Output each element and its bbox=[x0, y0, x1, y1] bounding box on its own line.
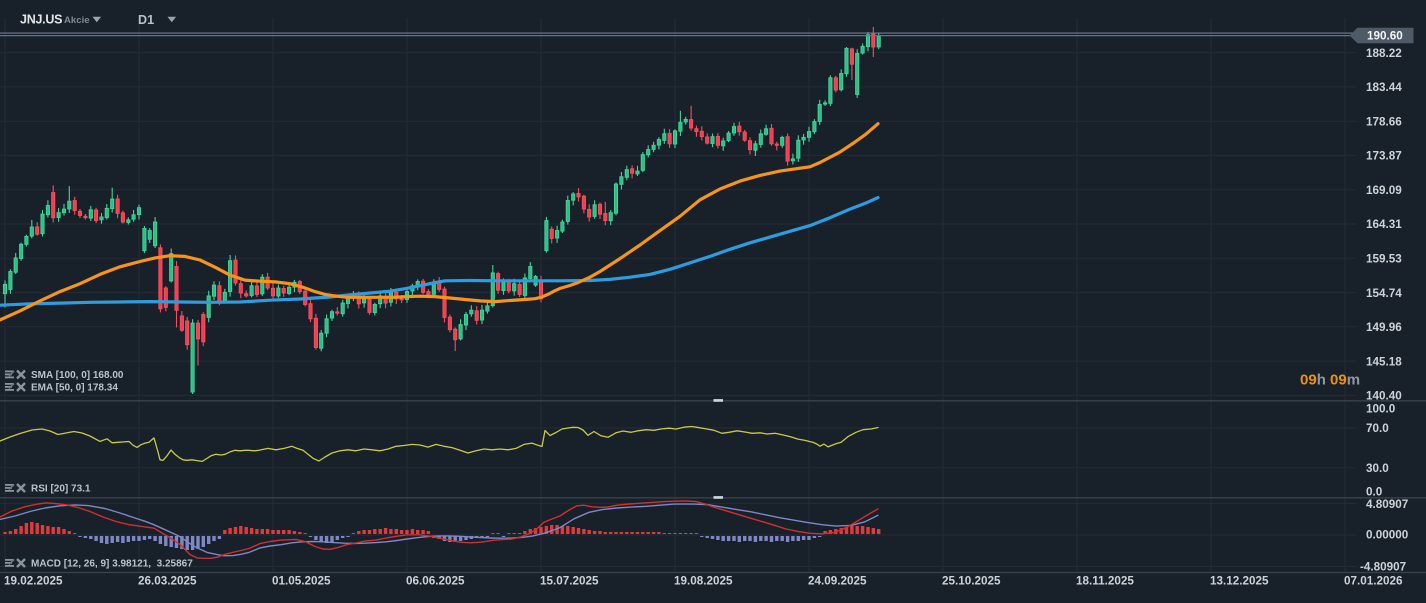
svg-text:18.11.2025: 18.11.2025 bbox=[1076, 575, 1134, 588]
svg-text:169.09: 169.09 bbox=[1366, 184, 1402, 197]
svg-text:140.40: 140.40 bbox=[1366, 390, 1402, 403]
svg-text:-4.80907: -4.80907 bbox=[1360, 561, 1406, 574]
svg-text:24.09.2025: 24.09.2025 bbox=[808, 575, 867, 588]
svg-text:19.02.2025: 19.02.2025 bbox=[4, 575, 63, 588]
svg-text:154.74: 154.74 bbox=[1366, 287, 1402, 300]
svg-text:159.53: 159.53 bbox=[1366, 253, 1402, 266]
svg-text:15.07.2025: 15.07.2025 bbox=[540, 575, 599, 588]
svg-text:145.18: 145.18 bbox=[1366, 355, 1402, 368]
svg-text:SMA [100, 0] 168.00: SMA [100, 0] 168.00 bbox=[31, 370, 124, 381]
svg-text:100.0: 100.0 bbox=[1366, 402, 1396, 415]
svg-text:0.00000: 0.00000 bbox=[1366, 529, 1409, 542]
svg-text:09h 09m: 09h 09m bbox=[1300, 372, 1360, 389]
svg-text:26.03.2025: 26.03.2025 bbox=[138, 575, 197, 588]
svg-text:25.10.2025: 25.10.2025 bbox=[942, 575, 1001, 588]
svg-text:07.01.2026: 07.01.2026 bbox=[1344, 575, 1403, 588]
svg-text:173.87: 173.87 bbox=[1366, 150, 1402, 163]
svg-text:EMA [50, 0] 178.34: EMA [50, 0] 178.34 bbox=[31, 383, 118, 394]
svg-text:183.44: 183.44 bbox=[1366, 81, 1402, 94]
svg-text:Akcie: Akcie bbox=[64, 15, 90, 26]
svg-text:70.0: 70.0 bbox=[1366, 422, 1389, 435]
svg-text:178.66: 178.66 bbox=[1366, 115, 1402, 128]
svg-text:RSI [20] 73.1: RSI [20] 73.1 bbox=[31, 484, 91, 495]
svg-text:MACD [12, 26, 9] 3.98121, 3.2: MACD [12, 26, 9] 3.98121, 3.25867 bbox=[31, 559, 193, 570]
svg-text:JNJ.US: JNJ.US bbox=[20, 13, 62, 27]
svg-text:0.0: 0.0 bbox=[1366, 486, 1383, 499]
svg-text:06.06.2025: 06.06.2025 bbox=[406, 575, 465, 588]
svg-text:01.05.2025: 01.05.2025 bbox=[272, 575, 331, 588]
svg-text:149.96: 149.96 bbox=[1366, 321, 1402, 334]
svg-text:4.80907: 4.80907 bbox=[1366, 498, 1408, 511]
svg-text:188.22: 188.22 bbox=[1366, 47, 1402, 60]
svg-text:30.0: 30.0 bbox=[1366, 462, 1389, 475]
svg-text:19.08.2025: 19.08.2025 bbox=[674, 575, 733, 588]
svg-text:190.60: 190.60 bbox=[1367, 30, 1403, 43]
svg-text:D1: D1 bbox=[138, 13, 154, 27]
svg-text:164.31: 164.31 bbox=[1366, 218, 1402, 231]
svg-text:13.12.2025: 13.12.2025 bbox=[1210, 575, 1269, 588]
